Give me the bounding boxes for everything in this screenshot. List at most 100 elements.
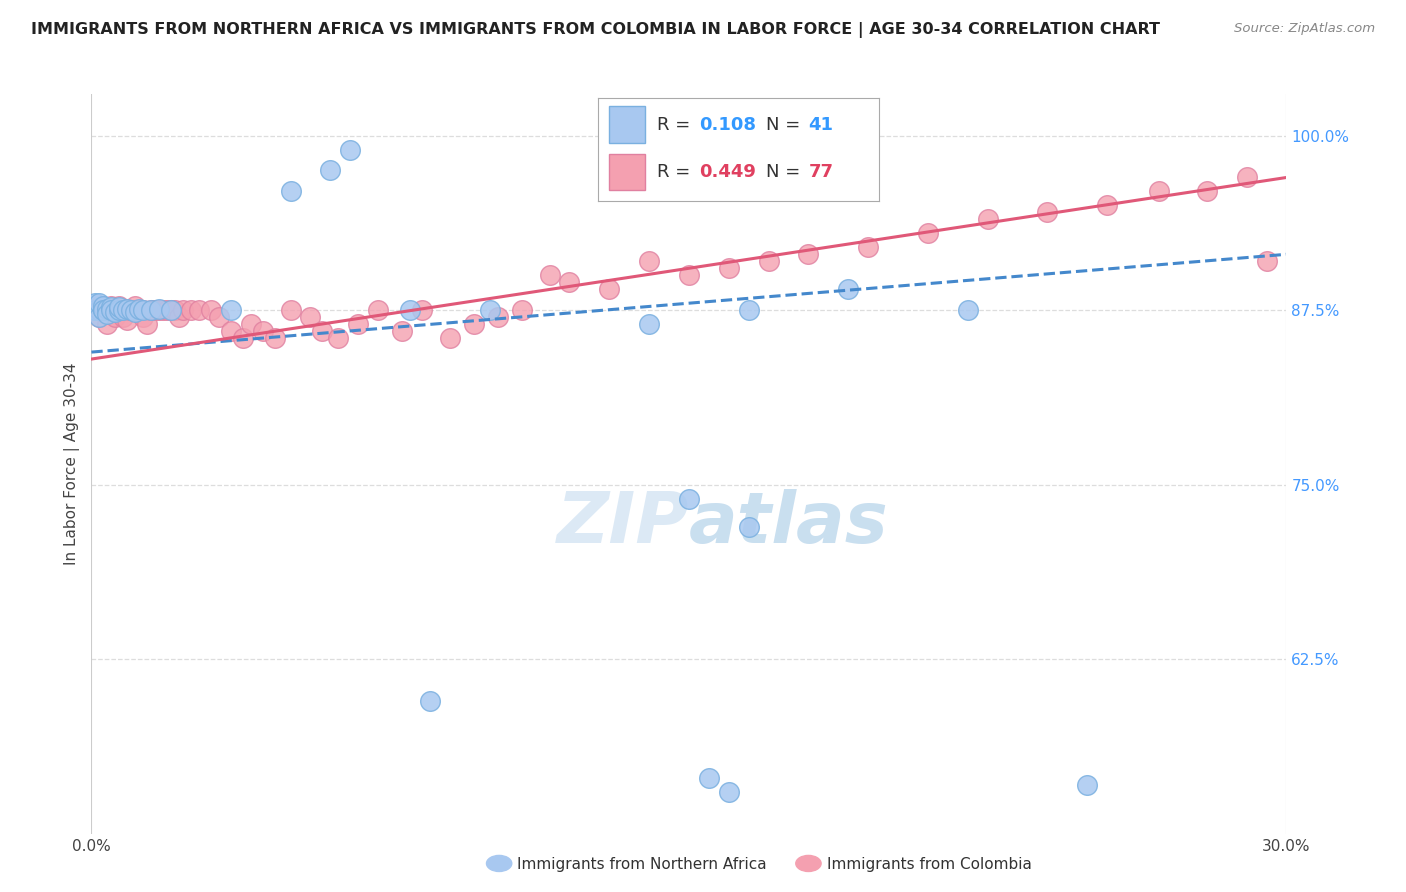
Point (128, 301, 150, 316)
Point (678, 491, 700, 506)
Y-axis label: In Labor Force | Age 30-34: In Labor Force | Age 30-34 (65, 362, 80, 566)
Point (439, 331, 461, 345)
Point (136, 317, 159, 331)
Point (124, 299, 146, 313)
Point (160, 303, 183, 318)
Point (115, 313, 138, 327)
Point (132, 303, 155, 318)
Point (1097, 198, 1119, 212)
Point (108, 299, 131, 313)
Point (1236, 170, 1258, 185)
Point (104, 303, 127, 318)
Point (104, 310, 127, 325)
Text: ZIP: ZIP (557, 489, 689, 558)
Point (93, 299, 115, 313)
Point (93, 303, 115, 318)
Point (478, 303, 501, 318)
Point (367, 303, 389, 318)
Point (837, 282, 859, 296)
Point (188, 303, 211, 318)
Text: Immigrants from Colombia: Immigrants from Colombia (827, 857, 1032, 872)
Point (1076, 778, 1098, 792)
Point (84, 303, 107, 318)
Point (391, 324, 413, 338)
Point (486, 310, 509, 325)
Point (156, 303, 179, 318)
Point (697, 771, 720, 785)
Point (510, 303, 533, 318)
Point (141, 303, 162, 318)
Point (132, 303, 155, 318)
Point (399, 303, 422, 318)
Text: R =: R = (657, 116, 696, 134)
Point (463, 317, 485, 331)
Point (84, 303, 107, 318)
Point (219, 324, 242, 338)
Point (239, 317, 262, 331)
Point (598, 282, 620, 296)
Point (797, 247, 820, 261)
Point (89, 303, 111, 318)
Point (717, 261, 740, 276)
Text: N =: N = (766, 163, 806, 181)
Point (328, 331, 350, 345)
Point (1147, 185, 1170, 199)
Point (167, 310, 190, 325)
Point (411, 303, 433, 318)
Point (89, 310, 111, 325)
Point (163, 303, 186, 318)
Point (100, 303, 122, 318)
Point (112, 310, 135, 325)
Point (108, 301, 131, 315)
Point (124, 303, 146, 318)
Point (143, 303, 166, 318)
Point (96, 301, 118, 316)
Text: Immigrants from Northern Africa: Immigrants from Northern Africa (517, 857, 768, 872)
Point (956, 303, 979, 318)
Point (128, 303, 150, 318)
Point (108, 303, 131, 318)
Point (124, 304, 146, 318)
Bar (609, 153, 645, 190)
Point (100, 299, 122, 313)
Point (89, 310, 111, 325)
Point (120, 303, 142, 318)
Point (299, 310, 322, 325)
Point (84, 303, 107, 318)
Point (89, 303, 111, 318)
Point (84, 296, 107, 310)
Point (96, 317, 118, 331)
Point (311, 324, 333, 338)
Point (115, 301, 138, 316)
Text: 41: 41 (808, 116, 834, 134)
Point (339, 143, 361, 157)
Point (200, 303, 222, 318)
Point (141, 303, 162, 318)
Point (232, 331, 254, 345)
Point (263, 331, 285, 345)
Point (89, 296, 111, 310)
Text: atlas: atlas (689, 489, 889, 558)
Point (252, 324, 274, 338)
Point (558, 275, 581, 289)
Point (180, 303, 202, 318)
Point (152, 303, 174, 318)
Point (120, 303, 142, 318)
Text: 0.449: 0.449 (699, 163, 755, 181)
Point (717, 785, 740, 799)
Point (538, 268, 561, 283)
Point (96, 303, 118, 318)
Text: IMMIGRANTS FROM NORTHERN AFRICA VS IMMIGRANTS FROM COLOMBIA IN LABOR FORCE | AGE: IMMIGRANTS FROM NORTHERN AFRICA VS IMMIG… (31, 22, 1160, 38)
Bar (609, 106, 645, 144)
Text: 77: 77 (808, 163, 834, 181)
Point (104, 303, 127, 318)
Point (120, 303, 142, 318)
Point (96, 307, 118, 321)
Text: Source: ZipAtlas.com: Source: ZipAtlas.com (1234, 22, 1375, 36)
Text: 0.108: 0.108 (699, 116, 756, 134)
Point (112, 303, 135, 318)
Point (84, 303, 107, 318)
Point (100, 303, 122, 318)
Point (93, 303, 115, 318)
Text: R =: R = (657, 163, 696, 181)
